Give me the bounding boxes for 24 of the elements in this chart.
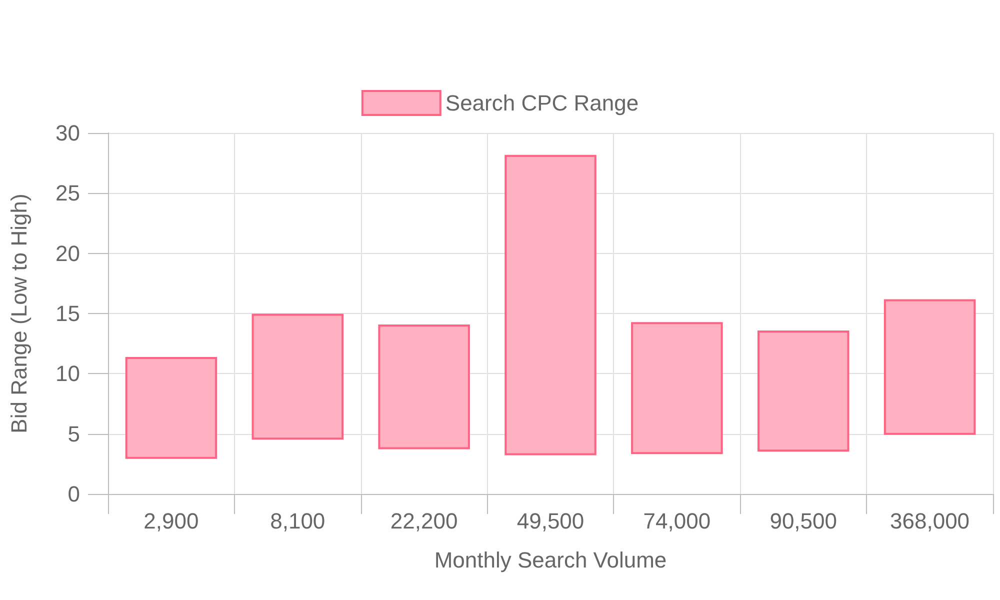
- bar: [378, 324, 470, 450]
- x-tick-label: 368,000: [890, 508, 970, 534]
- x-axis-title: Monthly Search Volume: [434, 548, 667, 572]
- y-tick-label: 25: [56, 180, 80, 206]
- bar: [757, 330, 850, 452]
- bar: [252, 314, 344, 440]
- x-tick-label: 8,100: [270, 508, 326, 534]
- y-tick-label: 0: [68, 482, 80, 506]
- y-axis-title: Bid Range (Low to High): [6, 194, 32, 434]
- x-tick-label: 74,000: [643, 508, 711, 534]
- y-tick-label: 10: [56, 361, 80, 386]
- y-tick-label: 15: [56, 301, 80, 326]
- x-tick-label: 90,500: [770, 508, 838, 534]
- x-tick-label: 49,500: [516, 508, 584, 534]
- y-tick-label: 20: [56, 240, 80, 266]
- legend-label: Search CPC Range: [445, 90, 639, 116]
- y-tick-label: 5: [68, 421, 80, 446]
- y-tick-label: 30: [56, 120, 80, 146]
- bar: [125, 357, 218, 459]
- bar: [884, 299, 976, 435]
- bar: [631, 322, 723, 454]
- x-tick-label: 2,900: [144, 508, 199, 534]
- bar: [504, 154, 596, 456]
- x-tick-label: 22,200: [390, 508, 458, 534]
